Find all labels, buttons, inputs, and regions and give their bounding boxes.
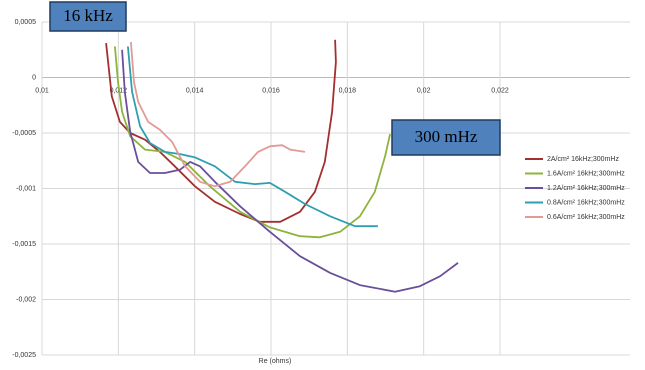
- x-tick-label: 0,016: [262, 87, 280, 94]
- series-line: [127, 46, 378, 228]
- legend-label: 1.2A/cm² 16kHz;300mHz: [547, 185, 625, 192]
- series-line: [130, 41, 306, 188]
- series-line: [121, 49, 459, 293]
- y-tick-label: 0,0005: [15, 19, 37, 26]
- x-tick-label: 0,018: [339, 87, 357, 94]
- x-tick-label: 0,01: [35, 87, 49, 94]
- legend-label: 0.8A/cm² 16kHz;300mHz: [547, 199, 625, 206]
- series-line: [114, 46, 391, 239]
- x-tick-label: 0,022: [491, 87, 509, 94]
- y-tick-label: -0,001: [16, 185, 36, 192]
- annotation-text: 16 kHz: [63, 6, 113, 25]
- y-tick-label: -0,0005: [12, 130, 36, 137]
- y-tick-label: -0,002: [16, 296, 36, 303]
- y-tick-label: -0,0025: [12, 352, 36, 359]
- legend-label: 1.6A/cm² 16kHz;300mHz: [547, 170, 625, 177]
- annotation-text: 300 mHz: [415, 127, 478, 146]
- y-tick-label: 0: [32, 74, 36, 81]
- annotation-box: [391, 119, 501, 156]
- annotation: 16 kHz: [49, 1, 127, 32]
- legend-label: 0.6A/cm² 16kHz;300mHz: [547, 214, 625, 221]
- x-tick-label: 0,02: [417, 87, 431, 94]
- x-tick-label: 0,014: [186, 87, 204, 94]
- annotation: 300 mHz: [391, 119, 501, 156]
- x-axis-label: Re (ohms): [259, 358, 292, 365]
- y-tick-label: -0,0015: [12, 241, 36, 248]
- annotation-box: [49, 1, 127, 32]
- legend-label: 2A/cm² 16kHz;300mHz: [547, 156, 619, 163]
